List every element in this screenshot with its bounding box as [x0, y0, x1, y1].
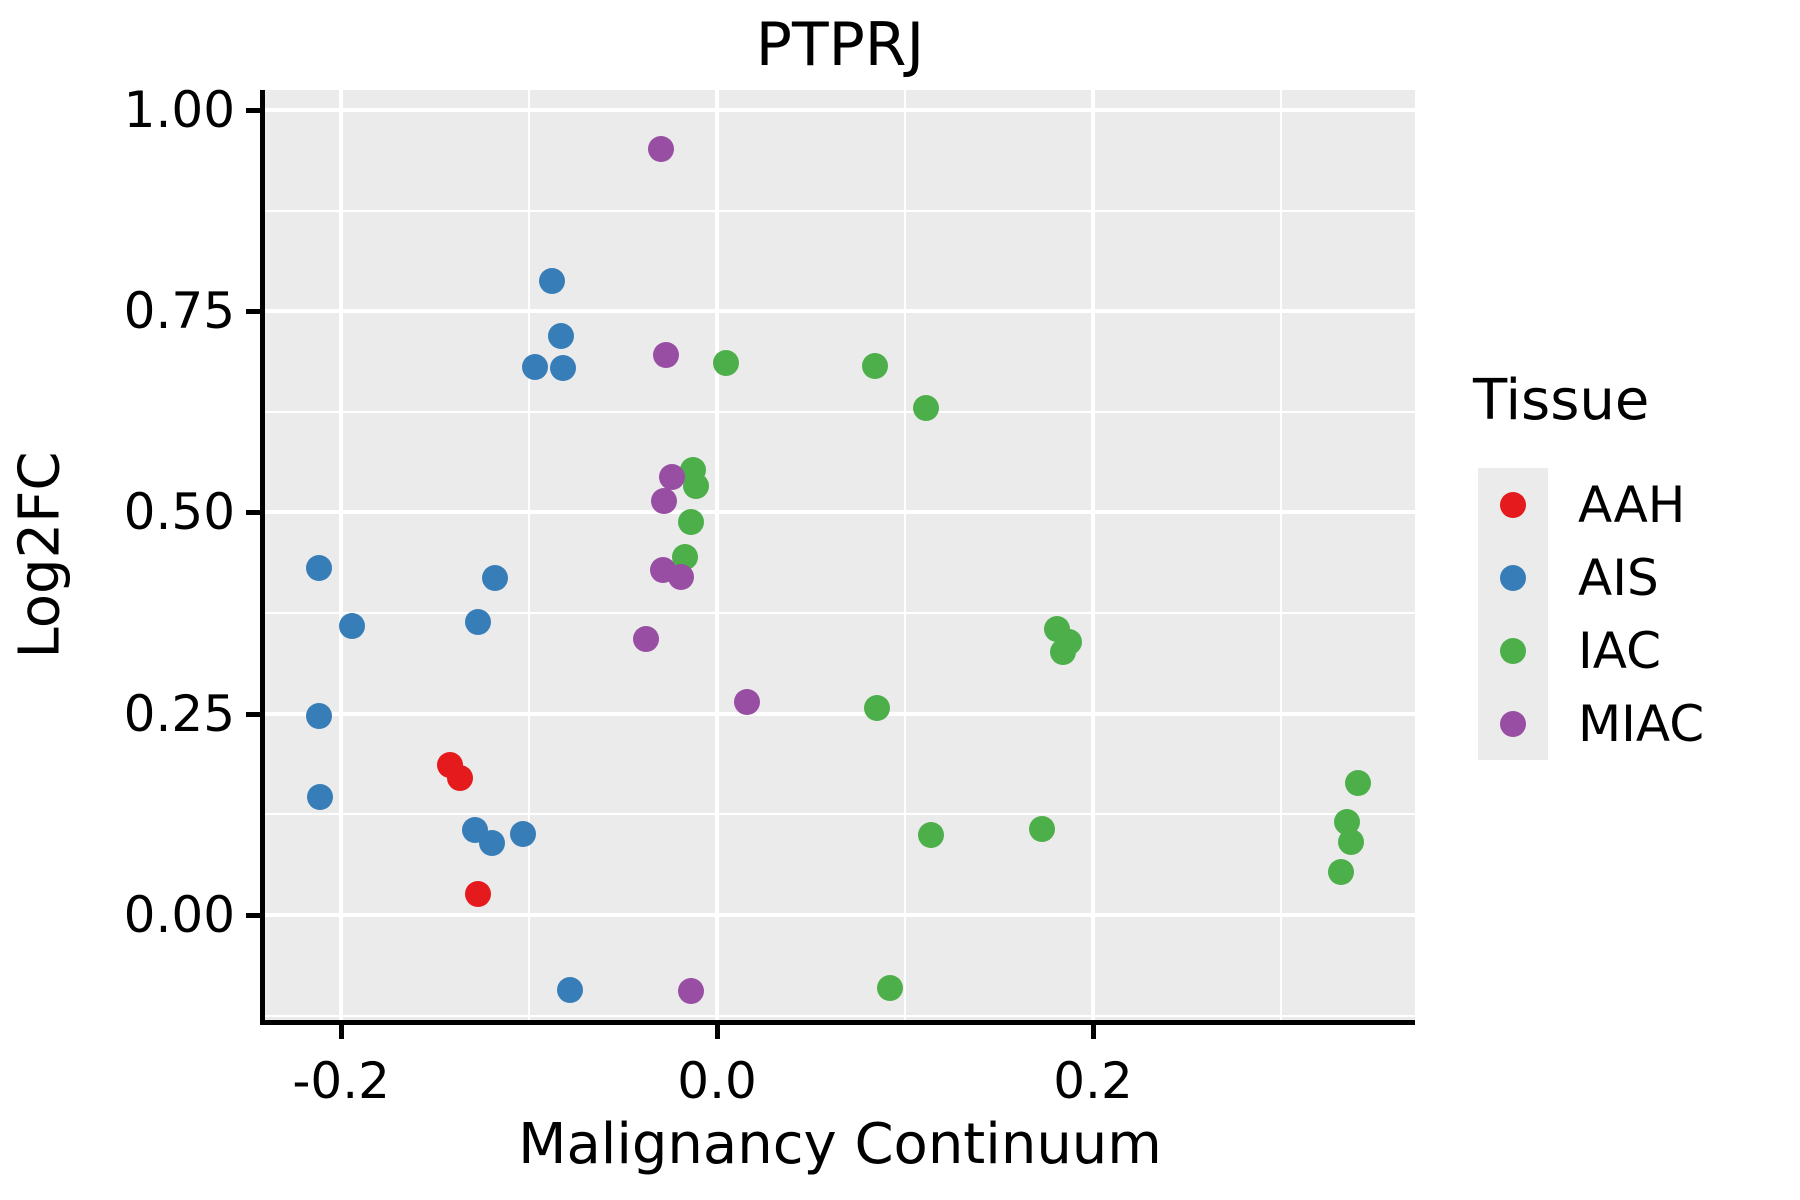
data-point-AIS: [307, 783, 334, 810]
legend-entry-MIAC: MIAC: [1478, 687, 1800, 760]
data-point-AIS: [478, 830, 505, 857]
data-point-MIAC: [734, 688, 761, 715]
y-axis-tick: [246, 107, 260, 113]
y-axis-tick-label: 1.00: [123, 80, 235, 139]
data-point-MIAC: [647, 135, 674, 162]
data-point-IAC: [1029, 815, 1056, 842]
y-axis-tick: [246, 510, 260, 516]
legend-entry-AAH: AAH: [1478, 468, 1800, 541]
x-axis-line: [260, 1020, 1415, 1025]
legend-dot-AAH: [1500, 492, 1526, 518]
major-gridline-x: [339, 90, 344, 1020]
minor-gridline-x: [1279, 90, 1282, 1020]
legend-dot-IAC: [1500, 638, 1526, 664]
page-title: PTPRJ: [755, 10, 925, 80]
legend-entry-label: AAH: [1578, 475, 1686, 534]
x-axis-tick-label: 0.0: [677, 1052, 757, 1110]
minor-gridline-y: [265, 813, 1415, 816]
legend-rows: AAH AIS IAC MIAC: [1478, 468, 1800, 760]
data-point-MIAC: [658, 464, 685, 491]
major-gridline-x: [1091, 90, 1095, 1020]
data-point-IAC: [1328, 859, 1355, 886]
data-point-AIS: [465, 608, 492, 635]
legend-entry-label: AIS: [1578, 548, 1659, 607]
data-point-MIAC: [677, 977, 704, 1004]
minor-gridline-x: [528, 90, 531, 1020]
y-axis-tick-label: 0.00: [123, 886, 235, 945]
minor-gridline-y: [265, 1014, 1415, 1017]
minor-gridline-y: [265, 612, 1415, 615]
data-point-AIS: [549, 355, 576, 382]
legend-key-box: [1478, 541, 1548, 614]
y-axis-tick: [246, 711, 260, 717]
legend-entry-AIS: AIS: [1478, 541, 1800, 614]
y-axis-title: Log2FC: [7, 451, 73, 659]
data-point-AIS: [557, 976, 584, 1003]
data-point-IAC: [713, 349, 740, 376]
data-point-AAH: [446, 765, 473, 792]
data-point-AIS: [521, 353, 548, 380]
legend-key-box: [1478, 614, 1548, 687]
major-gridline-y: [265, 711, 1415, 716]
data-point-IAC: [861, 352, 888, 379]
x-axis-tick: [339, 1025, 345, 1039]
data-point-IAC: [918, 822, 945, 849]
data-point-MIAC: [632, 625, 659, 652]
legend-entry-label: IAC: [1578, 621, 1661, 680]
data-point-IAC: [683, 472, 710, 499]
data-point-AIS: [339, 613, 366, 639]
x-axis-tick-label: 0.2: [1053, 1052, 1133, 1110]
legend-dot-MIAC: [1500, 711, 1526, 737]
x-axis-tick: [1091, 1025, 1096, 1039]
y-axis-line: [260, 90, 265, 1025]
data-point-IAC: [863, 695, 890, 722]
data-point-IAC: [1337, 828, 1364, 855]
x-axis-tick-label: -0.2: [292, 1052, 390, 1110]
data-point-IAC: [912, 394, 939, 421]
data-point-IAC: [1345, 769, 1372, 796]
major-gridline-y: [265, 107, 1415, 112]
legend-title: Tissue: [1473, 368, 1650, 433]
data-point-AIS: [548, 323, 575, 350]
data-point-MIAC: [653, 341, 680, 368]
y-axis-tick-label: 0.25: [123, 684, 235, 743]
data-point-IAC: [877, 975, 903, 1002]
x-axis-tick: [715, 1025, 721, 1039]
data-point-AAH: [465, 881, 492, 908]
y-axis-tick-label: 0.75: [123, 282, 235, 341]
data-point-AIS: [305, 555, 332, 582]
x-axis-title: Malignancy Continuum: [518, 1112, 1162, 1177]
data-point-AIS: [538, 267, 565, 294]
y-axis-tick: [246, 309, 260, 315]
legend-dot-AIS: [1500, 565, 1526, 591]
data-point-AIS: [482, 564, 509, 591]
y-axis-tick-label: 0.50: [123, 483, 235, 542]
y-axis-tick: [246, 913, 260, 919]
plot-panel: [265, 90, 1415, 1020]
data-point-IAC: [1049, 638, 1076, 665]
data-point-AIS: [510, 820, 537, 847]
legend-entry-label: MIAC: [1578, 694, 1705, 753]
data-point-AIS: [305, 703, 332, 730]
minor-gridline-y: [265, 209, 1415, 212]
data-point-MIAC: [668, 563, 695, 590]
major-gridline-y: [265, 309, 1415, 314]
legend-key-box: [1478, 687, 1548, 760]
major-gridline-y: [265, 913, 1415, 918]
major-gridline-y: [265, 510, 1415, 515]
minor-gridline-x: [904, 90, 907, 1020]
data-point-IAC: [677, 509, 704, 536]
minor-gridline-y: [265, 410, 1415, 413]
data-point-MIAC: [651, 488, 678, 515]
legend-key-box: [1478, 468, 1548, 541]
legend-entry-IAC: IAC: [1478, 614, 1800, 687]
major-gridline-x: [715, 90, 720, 1020]
